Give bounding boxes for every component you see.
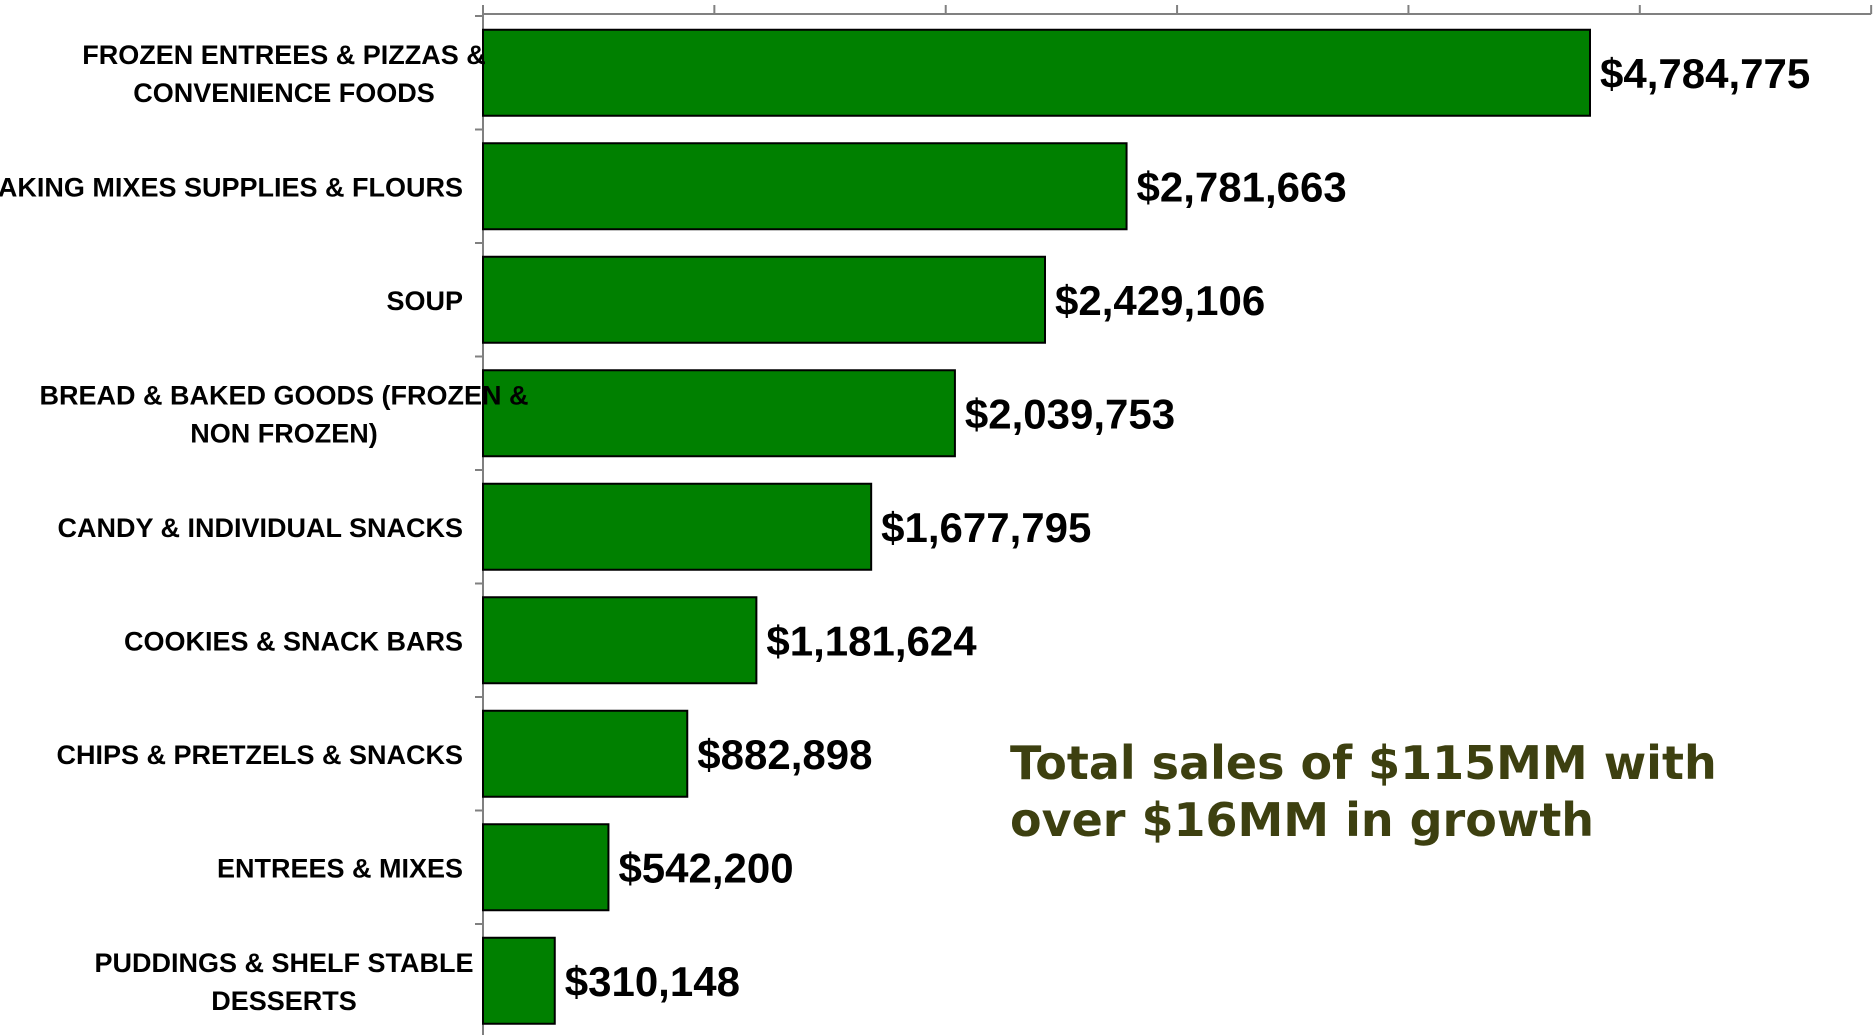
bar (482, 255, 1046, 344)
bar-value-label: $4,784,775 (1600, 50, 1810, 97)
category-label-line: SOUP (386, 286, 463, 316)
bar (482, 369, 956, 458)
category-label-line: ENTREES & MIXES (217, 853, 463, 883)
category-label: BAKING MIXES SUPPLIES & FLOURS (0, 172, 463, 202)
bar-value-label: $542,200 (618, 844, 793, 891)
bar (482, 596, 758, 685)
category-label-line: CONVENIENCE FOODS (133, 78, 435, 108)
annotation-line-1: Total sales of $115MM with (1010, 736, 1717, 790)
category-label-line: CHIPS & PRETZELS & SNACKS (56, 740, 463, 770)
bar-value-label: $2,781,663 (1137, 163, 1347, 210)
category-label: BREAD & BAKED GOODS (FROZEN & NON FROZEN) (39, 380, 528, 448)
bar-value-label: $1,677,795 (881, 504, 1091, 551)
category-label-line: NON FROZEN) (190, 418, 377, 448)
bars-layer (482, 28, 1591, 1025)
bar (482, 482, 873, 571)
annotation-line-2: over $16MM in growth (1010, 793, 1595, 847)
category-label-line: CANDY & INDIVIDUAL SNACKS (57, 513, 463, 543)
bar (482, 823, 610, 912)
bar (482, 709, 689, 798)
category-labels: FROZEN ENTREES & PIZZAS & CONVENIENCE FOO… (0, 40, 529, 1016)
category-label-line: BREAD & BAKED GOODS (FROZEN & (39, 380, 528, 410)
bar-value-label: $2,039,753 (965, 390, 1175, 437)
category-label-line: DESSERTS (211, 986, 357, 1016)
category-label-line: COOKIES & SNACK BARS (124, 626, 463, 656)
category-label-line: PUDDINGS & SHELF STABLE (94, 948, 473, 978)
bar-value-label: $310,148 (565, 958, 740, 1005)
category-label-line: BAKING MIXES SUPPLIES & FLOURS (0, 172, 463, 202)
category-label: ENTREES & MIXES (217, 853, 463, 883)
bar (482, 28, 1591, 117)
category-label: PUDDINGS & SHELF STABLE DESSERTS (94, 948, 473, 1016)
category-label: SOUP (386, 286, 463, 316)
category-label: CANDY & INDIVIDUAL SNACKS (57, 513, 463, 543)
category-label: FROZEN ENTREES & PIZZAS & CONVENIENCE FOO… (82, 40, 486, 108)
bar-value-label: $882,898 (697, 731, 872, 778)
bar (482, 936, 556, 1025)
bar (482, 142, 1128, 231)
sales-summary-annotation: Total sales of $115MM with over $16MM in… (1010, 735, 1830, 849)
category-label: CHIPS & PRETZELS & SNACKS (56, 740, 463, 770)
value-labels: $4,784,775 $2,781,663 $2,429,106 $2,039,753… (565, 50, 1810, 1005)
bar-value-label: $1,181,624 (766, 617, 977, 664)
category-label: COOKIES & SNACK BARS (124, 626, 463, 656)
bar-value-label: $2,429,106 (1055, 277, 1265, 324)
category-label-line: FROZEN ENTREES & PIZZAS & (82, 40, 486, 70)
